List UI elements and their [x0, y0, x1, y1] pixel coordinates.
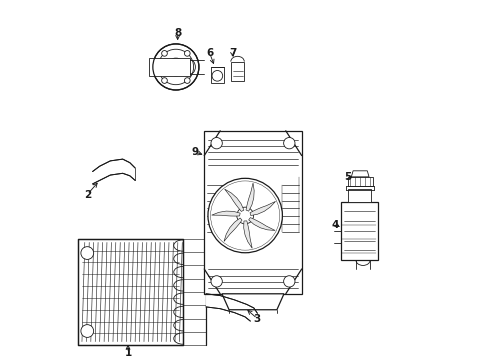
- Circle shape: [81, 325, 94, 337]
- Circle shape: [211, 276, 222, 287]
- Text: 4: 4: [332, 220, 339, 230]
- Polygon shape: [222, 294, 284, 310]
- Circle shape: [184, 50, 190, 56]
- Text: 9: 9: [192, 147, 199, 157]
- Circle shape: [211, 138, 222, 149]
- Circle shape: [172, 63, 179, 71]
- Polygon shape: [351, 171, 369, 177]
- Text: 3: 3: [254, 314, 261, 324]
- Text: 6: 6: [206, 48, 213, 58]
- Circle shape: [212, 71, 222, 81]
- Polygon shape: [348, 177, 372, 186]
- Polygon shape: [246, 183, 254, 211]
- Circle shape: [153, 44, 199, 90]
- Polygon shape: [206, 294, 257, 321]
- Polygon shape: [244, 221, 252, 248]
- Text: 5: 5: [344, 172, 351, 182]
- Text: 1: 1: [124, 348, 132, 358]
- Text: 7: 7: [229, 48, 236, 58]
- Circle shape: [184, 78, 190, 84]
- Polygon shape: [93, 159, 135, 184]
- Circle shape: [208, 178, 282, 253]
- Polygon shape: [204, 131, 302, 294]
- Polygon shape: [224, 218, 242, 242]
- Text: 2: 2: [84, 190, 91, 199]
- Circle shape: [162, 50, 167, 56]
- Text: 8: 8: [174, 28, 181, 38]
- Polygon shape: [248, 217, 275, 230]
- Circle shape: [284, 138, 295, 149]
- Polygon shape: [212, 211, 240, 216]
- Polygon shape: [348, 189, 371, 202]
- Circle shape: [237, 207, 253, 224]
- Polygon shape: [250, 201, 275, 216]
- Circle shape: [81, 247, 94, 260]
- Polygon shape: [341, 202, 378, 260]
- Circle shape: [284, 276, 295, 287]
- Polygon shape: [231, 62, 245, 81]
- Polygon shape: [224, 189, 244, 211]
- Polygon shape: [211, 67, 224, 83]
- Circle shape: [162, 78, 167, 84]
- Polygon shape: [78, 239, 183, 345]
- Polygon shape: [149, 58, 190, 76]
